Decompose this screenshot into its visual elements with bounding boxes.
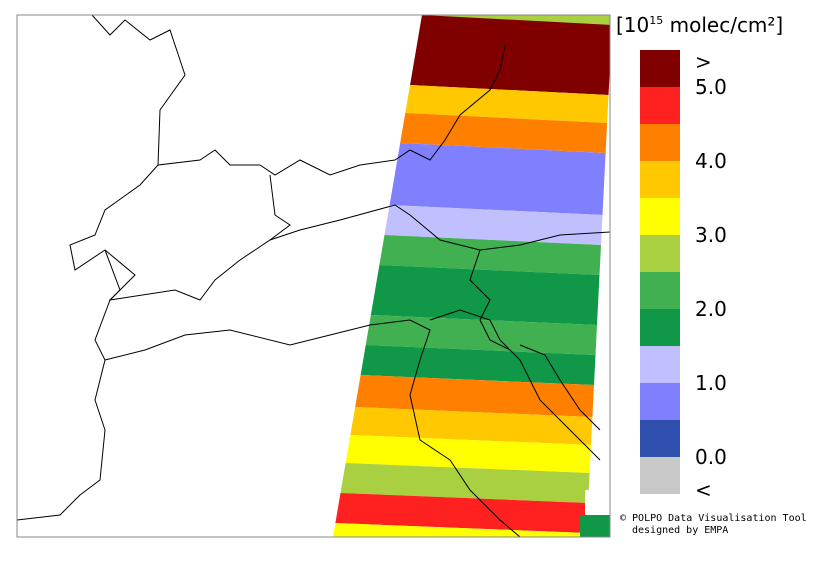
border (269, 174, 511, 351)
borders (17, 15, 610, 537)
satellite-swath (332, 15, 610, 537)
colorbar-label: 4.0 (695, 149, 727, 173)
border (91, 15, 506, 176)
unit-exponent: 15 (649, 14, 663, 27)
border (104, 204, 610, 301)
colorbar-box (640, 87, 680, 124)
swath-stripe (360, 345, 596, 385)
colorbar-box (640, 346, 680, 383)
swath-stripe (379, 235, 601, 275)
swath-stripe (350, 407, 593, 445)
unit-suffix: molec/cm²] (663, 13, 783, 37)
swath-stripe (365, 315, 597, 355)
colorbar-box (640, 272, 680, 309)
swath-stripe (389, 143, 606, 215)
colorbar-box (640, 457, 680, 494)
colorbar-box (640, 198, 680, 235)
colorbar-label: 5.0 (695, 75, 727, 99)
swath-stripe (405, 85, 609, 123)
swath-stripe (345, 435, 591, 473)
colorbar-box (640, 420, 680, 457)
swath-gap (585, 490, 610, 515)
legend-unit: [1015 molec/cm²] (616, 13, 783, 37)
colorbar-box (640, 161, 680, 198)
colorbar-box (640, 124, 680, 161)
colorbar-label: < (695, 478, 712, 502)
swath-stripe (410, 15, 610, 95)
coastline (104, 319, 521, 537)
swath-stripe (384, 205, 603, 245)
colorbar-label: 1.0 (695, 371, 727, 395)
colorbar-box (640, 309, 680, 346)
map-frame (16, 14, 611, 538)
unit-prefix: [10 (616, 13, 649, 37)
swath-stripe (580, 515, 610, 537)
swath-stripe (335, 493, 589, 533)
colorbar-label: > (695, 50, 712, 74)
coastline (429, 309, 601, 461)
credit-line: designed by EMPA (632, 525, 728, 536)
swath-stripe (355, 375, 594, 417)
credit-line: © POLPO Data Visualisation Tool (620, 513, 807, 524)
colorbar-label: 3.0 (695, 223, 727, 247)
colorbar-label: 0.0 (695, 445, 727, 469)
swath-stripe (332, 523, 587, 537)
colorbar-box (640, 50, 680, 87)
colorbar-box (640, 235, 680, 272)
colorbar-box (640, 383, 680, 420)
swath-stripe (400, 113, 608, 153)
colorbar-label: 2.0 (695, 297, 727, 321)
colorbar: >5.0 4.0 3.0 2.0 1.0 0.0 < (640, 50, 727, 502)
